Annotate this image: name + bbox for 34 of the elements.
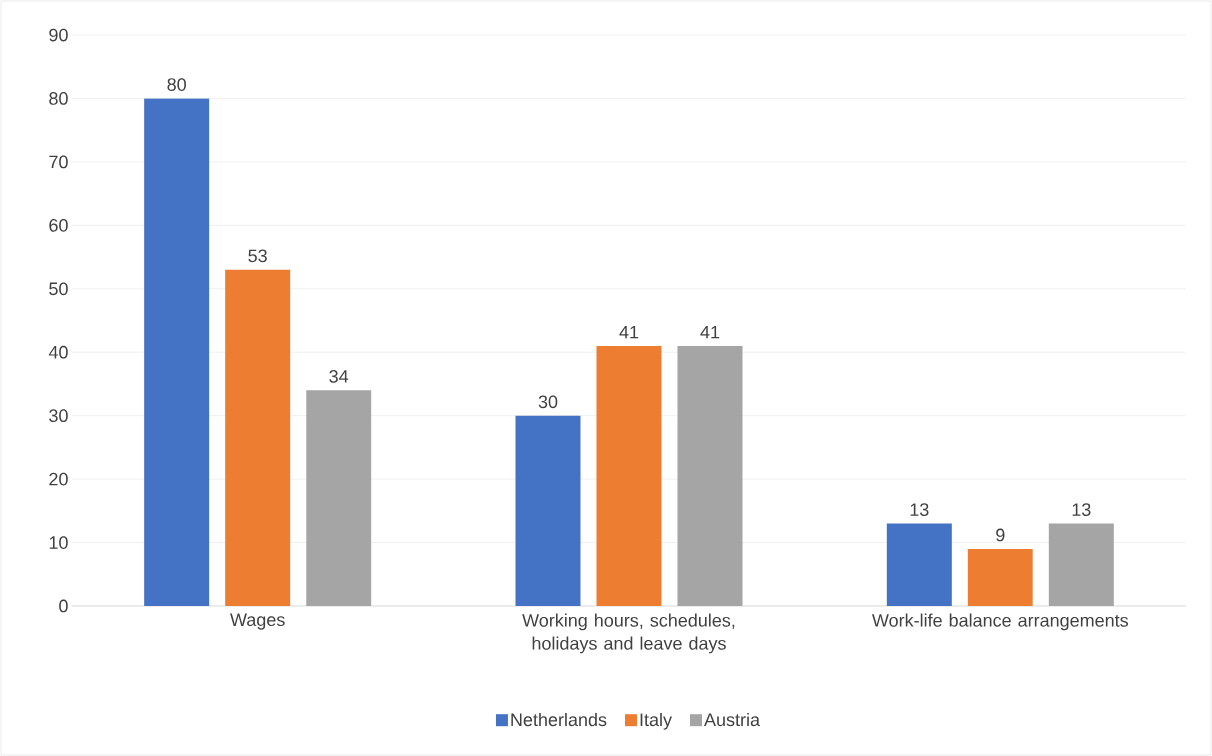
bar — [225, 269, 291, 606]
y-tick-label: 30 — [49, 409, 68, 423]
legend-label: Netherlands — [511, 712, 607, 727]
data-label: 53 — [248, 249, 267, 263]
y-tick-label: 40 — [48, 345, 68, 359]
y-tick-label: 70 — [49, 155, 68, 169]
bar — [967, 548, 1033, 606]
data-label: 13 — [1072, 503, 1091, 516]
y-tick-label: 10 — [49, 536, 68, 549]
bar — [677, 345, 743, 606]
bar — [1048, 523, 1114, 606]
data-label: 13 — [910, 503, 929, 516]
y-tick-label: 80 — [49, 92, 68, 105]
bar — [306, 390, 372, 606]
bar — [596, 345, 662, 606]
x-tick-label: Work-life balance arrangements — [872, 613, 1129, 631]
legend-label: Italy — [640, 712, 672, 730]
x-tick-label: Wages — [230, 613, 285, 630]
data-label: 9 — [996, 528, 1005, 542]
data-label: 30 — [538, 395, 558, 409]
y-tick-label: 90 — [49, 28, 68, 42]
legend-label: Austria — [704, 712, 761, 727]
data-label: 41 — [700, 325, 720, 339]
x-tick-label: Working hours, schedules, holidays and leave days — [522, 613, 735, 654]
y-tick-label: 0 — [59, 599, 68, 613]
y-tick-label: 50 — [49, 282, 68, 296]
bar — [886, 523, 952, 606]
data-label: 41 — [619, 325, 639, 339]
bar — [144, 98, 210, 606]
y-tick-label: 20 — [49, 472, 68, 486]
data-label: 80 — [167, 78, 186, 91]
y-tick-label: 60 — [49, 218, 68, 232]
data-label: 34 — [329, 370, 349, 383]
bar — [515, 415, 581, 606]
